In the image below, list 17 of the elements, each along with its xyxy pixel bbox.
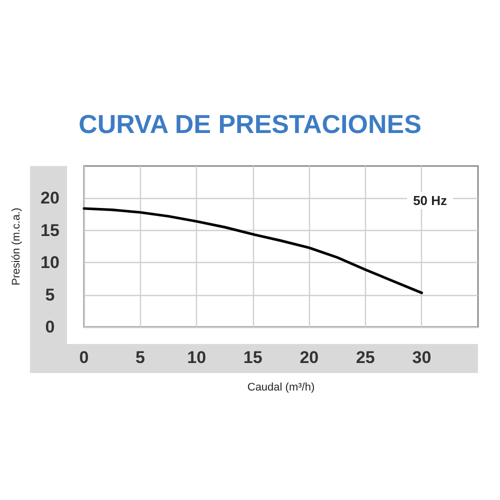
x-tick-label: 15 bbox=[243, 348, 262, 367]
x-tick-label: 0 bbox=[79, 348, 89, 367]
chart-title: CURVA DE PRESTACIONES bbox=[78, 109, 422, 139]
y-tick-label: 15 bbox=[40, 220, 60, 240]
x-axis-title: Caudal (m³/h) bbox=[247, 382, 315, 394]
y-tick-label: 20 bbox=[40, 188, 60, 208]
x-tick-label: 25 bbox=[356, 348, 375, 367]
x-tick-label: 5 bbox=[136, 348, 146, 367]
x-tick-label: 20 bbox=[300, 348, 319, 367]
y-tick-label: 0 bbox=[45, 318, 55, 336]
y-tick-label: 5 bbox=[45, 285, 55, 304]
y-tick-label: 10 bbox=[40, 253, 60, 272]
line-series bbox=[82, 207, 424, 294]
x-tick-label: 30 bbox=[412, 348, 432, 367]
annotation: 50 Hz bbox=[413, 193, 448, 208]
y-axis-title: Presión (m.c.a.) bbox=[10, 208, 22, 286]
x-tick-label: 10 bbox=[187, 348, 206, 367]
